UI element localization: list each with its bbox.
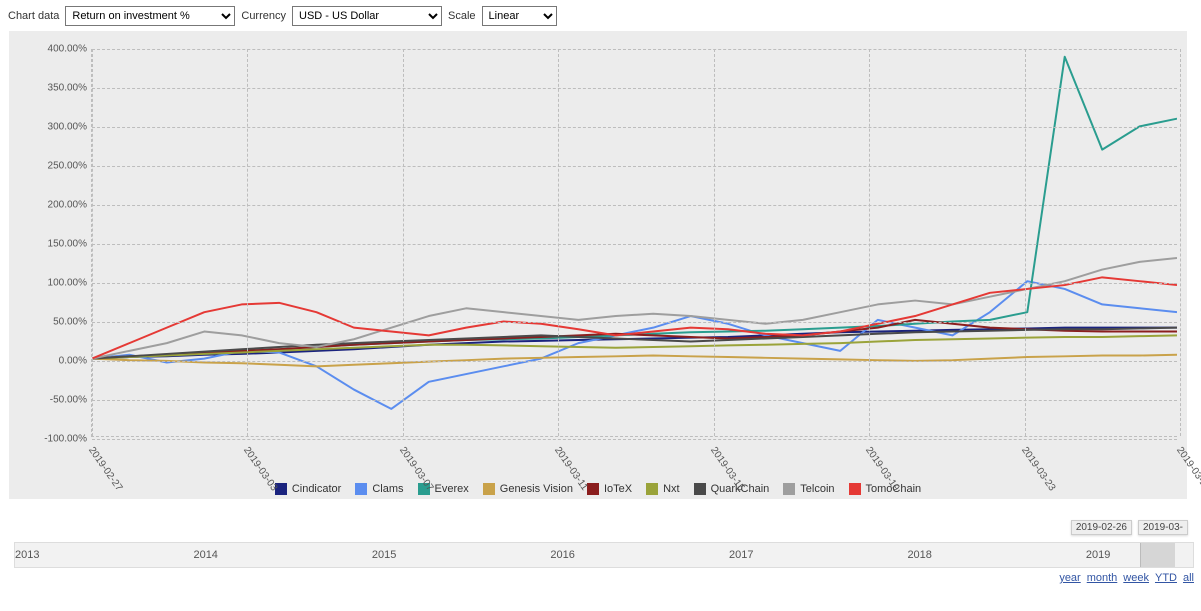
legend-swatch bbox=[355, 483, 367, 495]
x-gridline bbox=[92, 49, 93, 436]
range-selection[interactable] bbox=[1140, 543, 1175, 567]
x-tick-label: 2019-02-27 bbox=[51, 445, 125, 518]
legend-swatch bbox=[783, 483, 795, 495]
line-svg bbox=[92, 49, 1177, 436]
y-gridline bbox=[92, 166, 1177, 167]
legend-swatch bbox=[646, 483, 658, 495]
x-tick-label: 2019-03-07 bbox=[362, 445, 436, 518]
series-line bbox=[92, 57, 1177, 359]
x-tick-label: 2019-03-15 bbox=[672, 445, 746, 518]
x-gridline bbox=[1180, 49, 1181, 436]
currency-select[interactable]: USD - US Dollar bbox=[292, 6, 442, 26]
series-line bbox=[92, 281, 1177, 409]
range-start-callout: 2019-02-26 bbox=[1071, 520, 1132, 535]
y-tick-label: 100.00% bbox=[13, 278, 87, 289]
chart-controls: Chart data Return on investment % Curren… bbox=[8, 6, 1193, 26]
series-line bbox=[92, 328, 1177, 359]
y-tick-label: 50.00% bbox=[13, 317, 87, 328]
y-gridline bbox=[92, 88, 1177, 89]
zoom-link-ytd[interactable]: YTD bbox=[1155, 572, 1177, 584]
y-gridline bbox=[92, 439, 1177, 440]
range-year-tick: 2018 bbox=[907, 549, 931, 561]
y-tick-label: -50.00% bbox=[13, 395, 87, 406]
y-gridline bbox=[92, 283, 1177, 284]
range-year-tick: 2019 bbox=[1086, 549, 1110, 561]
y-tick-label: 300.00% bbox=[13, 122, 87, 133]
y-tick-label: -100.00% bbox=[13, 434, 87, 445]
chart-data-select[interactable]: Return on investment % bbox=[65, 6, 235, 26]
series-line bbox=[92, 277, 1177, 358]
series-line bbox=[92, 320, 1177, 359]
y-gridline bbox=[92, 400, 1177, 401]
legend-label: IoTeX bbox=[604, 483, 632, 495]
zoom-link-week[interactable]: week bbox=[1123, 572, 1149, 584]
x-tick-label: 2019-03-27 bbox=[1139, 445, 1201, 518]
series-line bbox=[92, 335, 1177, 358]
x-tick-label: 2019-03-19 bbox=[828, 445, 902, 518]
y-tick-label: 150.00% bbox=[13, 239, 87, 250]
x-gridline bbox=[247, 49, 248, 436]
series-line bbox=[92, 328, 1177, 359]
y-gridline bbox=[92, 322, 1177, 323]
legend-item[interactable]: Nxt bbox=[646, 483, 680, 495]
series-line bbox=[92, 258, 1177, 359]
legend-label: Cindicator bbox=[292, 483, 342, 495]
x-tick-label: 2019-03-03 bbox=[206, 445, 280, 518]
legend-label: Telcoin bbox=[800, 483, 834, 495]
y-tick-label: 350.00% bbox=[13, 83, 87, 94]
date-range-widget: 2019-02-26 2019-03- 20132014201520162017… bbox=[14, 542, 1194, 584]
y-gridline bbox=[92, 361, 1177, 362]
zoom-link-all[interactable]: all bbox=[1183, 572, 1194, 584]
range-year-tick: 2017 bbox=[729, 549, 753, 561]
range-end-callout: 2019-03- bbox=[1138, 520, 1188, 535]
x-gridline bbox=[403, 49, 404, 436]
x-gridline bbox=[558, 49, 559, 436]
x-tick-label: 2019-03-23 bbox=[983, 445, 1057, 518]
legend-label: Nxt bbox=[663, 483, 680, 495]
y-gridline bbox=[92, 127, 1177, 128]
range-year-tick: 2015 bbox=[372, 549, 396, 561]
scale-label: Scale bbox=[448, 10, 476, 22]
y-tick-label: 200.00% bbox=[13, 200, 87, 211]
y-gridline bbox=[92, 49, 1177, 50]
currency-label: Currency bbox=[241, 10, 286, 22]
zoom-link-year[interactable]: year bbox=[1059, 572, 1080, 584]
x-gridline bbox=[1025, 49, 1026, 436]
plot-region[interactable] bbox=[91, 49, 1177, 437]
chart-data-label: Chart data bbox=[8, 10, 59, 22]
x-tick-label: 2019-03-11 bbox=[517, 445, 590, 517]
range-track[interactable]: 2013 2014 2015 2016 2017 2018 2019 bbox=[14, 542, 1194, 568]
y-gridline bbox=[92, 244, 1177, 245]
x-gridline bbox=[869, 49, 870, 436]
range-year-tick: 2016 bbox=[550, 549, 574, 561]
scale-select[interactable]: Linear bbox=[482, 6, 557, 26]
x-gridline bbox=[714, 49, 715, 436]
legend-item[interactable]: Telcoin bbox=[783, 483, 834, 495]
range-year-tick: 2013 bbox=[15, 549, 39, 561]
range-year-tick: 2014 bbox=[193, 549, 217, 561]
chart-area: CindicatorClamsEverexGenesis VisionIoTeX… bbox=[8, 30, 1188, 500]
legend-item[interactable]: Cindicator bbox=[275, 483, 342, 495]
y-tick-label: 250.00% bbox=[13, 161, 87, 172]
legend-label: Everex bbox=[435, 483, 469, 495]
zoom-links: year month week YTD all bbox=[14, 572, 1194, 584]
legend-swatch bbox=[483, 483, 495, 495]
legend-item[interactable]: IoTeX bbox=[587, 483, 632, 495]
y-gridline bbox=[92, 205, 1177, 206]
y-tick-label: 0.00% bbox=[13, 356, 87, 367]
zoom-link-month[interactable]: month bbox=[1087, 572, 1118, 584]
y-tick-label: 400.00% bbox=[13, 44, 87, 55]
